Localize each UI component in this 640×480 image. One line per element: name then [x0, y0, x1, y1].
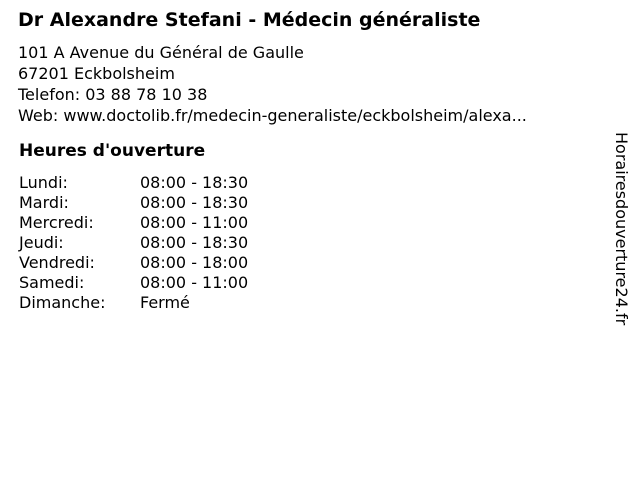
address-line-1: 101 A Avenue du Général de Gaulle [18, 43, 304, 62]
day-label: Jeudi: [19, 233, 64, 252]
phone-line: Telefon: 03 88 78 10 38 [18, 84, 527, 105]
page-title: Dr Alexandre Stefani - Médecin généralis… [18, 9, 481, 31]
opening-hours-heading: Heures d'ouverture [19, 141, 206, 161]
address-line-2: 67201 Eckbolsheim [18, 64, 175, 83]
phone-value: 03 88 78 10 38 [85, 85, 208, 104]
hours-row-friday: Vendredi: 08:00 - 18:00 [19, 253, 248, 273]
website-label: Web: [18, 106, 59, 125]
time-value: 08:00 - 18:30 [140, 193, 249, 212]
day-label: Samedi: [19, 273, 85, 292]
time-value: 08:00 - 18:30 [140, 173, 249, 192]
time-value: 08:00 - 11:00 [140, 273, 249, 292]
hours-row-wednesday: Mercredi: 08:00 - 11:00 [19, 213, 248, 233]
day-label: Vendredi: [19, 253, 95, 272]
hours-row-tuesday: Mardi: 08:00 - 18:30 [19, 193, 248, 213]
time-value: 08:00 - 18:30 [140, 233, 249, 252]
day-label: Dimanche: [19, 293, 106, 312]
time-value: Fermé [140, 293, 190, 312]
business-info: 101 A Avenue du Général de Gaulle 67201 … [18, 42, 527, 126]
hours-row-saturday: Samedi: 08:00 - 11:00 [19, 273, 248, 293]
day-label: Lundi: [19, 173, 68, 192]
phone-label: Telefon: [18, 85, 81, 104]
website-line: Web: www.doctolib.fr/medecin-generaliste… [18, 105, 527, 126]
day-label: Mercredi: [19, 213, 94, 232]
watermark-site-name: Horairesdouverture24.fr [612, 132, 631, 326]
hours-row-sunday: Dimanche: Fermé [19, 293, 248, 313]
website-url[interactable]: www.doctolib.fr/medecin-generaliste/eckb… [63, 106, 527, 125]
hours-row-thursday: Jeudi: 08:00 - 18:30 [19, 233, 248, 253]
opening-hours-table: Lundi: 08:00 - 18:30 Mardi: 08:00 - 18:3… [19, 173, 248, 313]
hours-row-monday: Lundi: 08:00 - 18:30 [19, 173, 248, 193]
day-label: Mardi: [19, 193, 69, 212]
time-value: 08:00 - 18:00 [140, 253, 249, 272]
time-value: 08:00 - 11:00 [140, 213, 249, 232]
